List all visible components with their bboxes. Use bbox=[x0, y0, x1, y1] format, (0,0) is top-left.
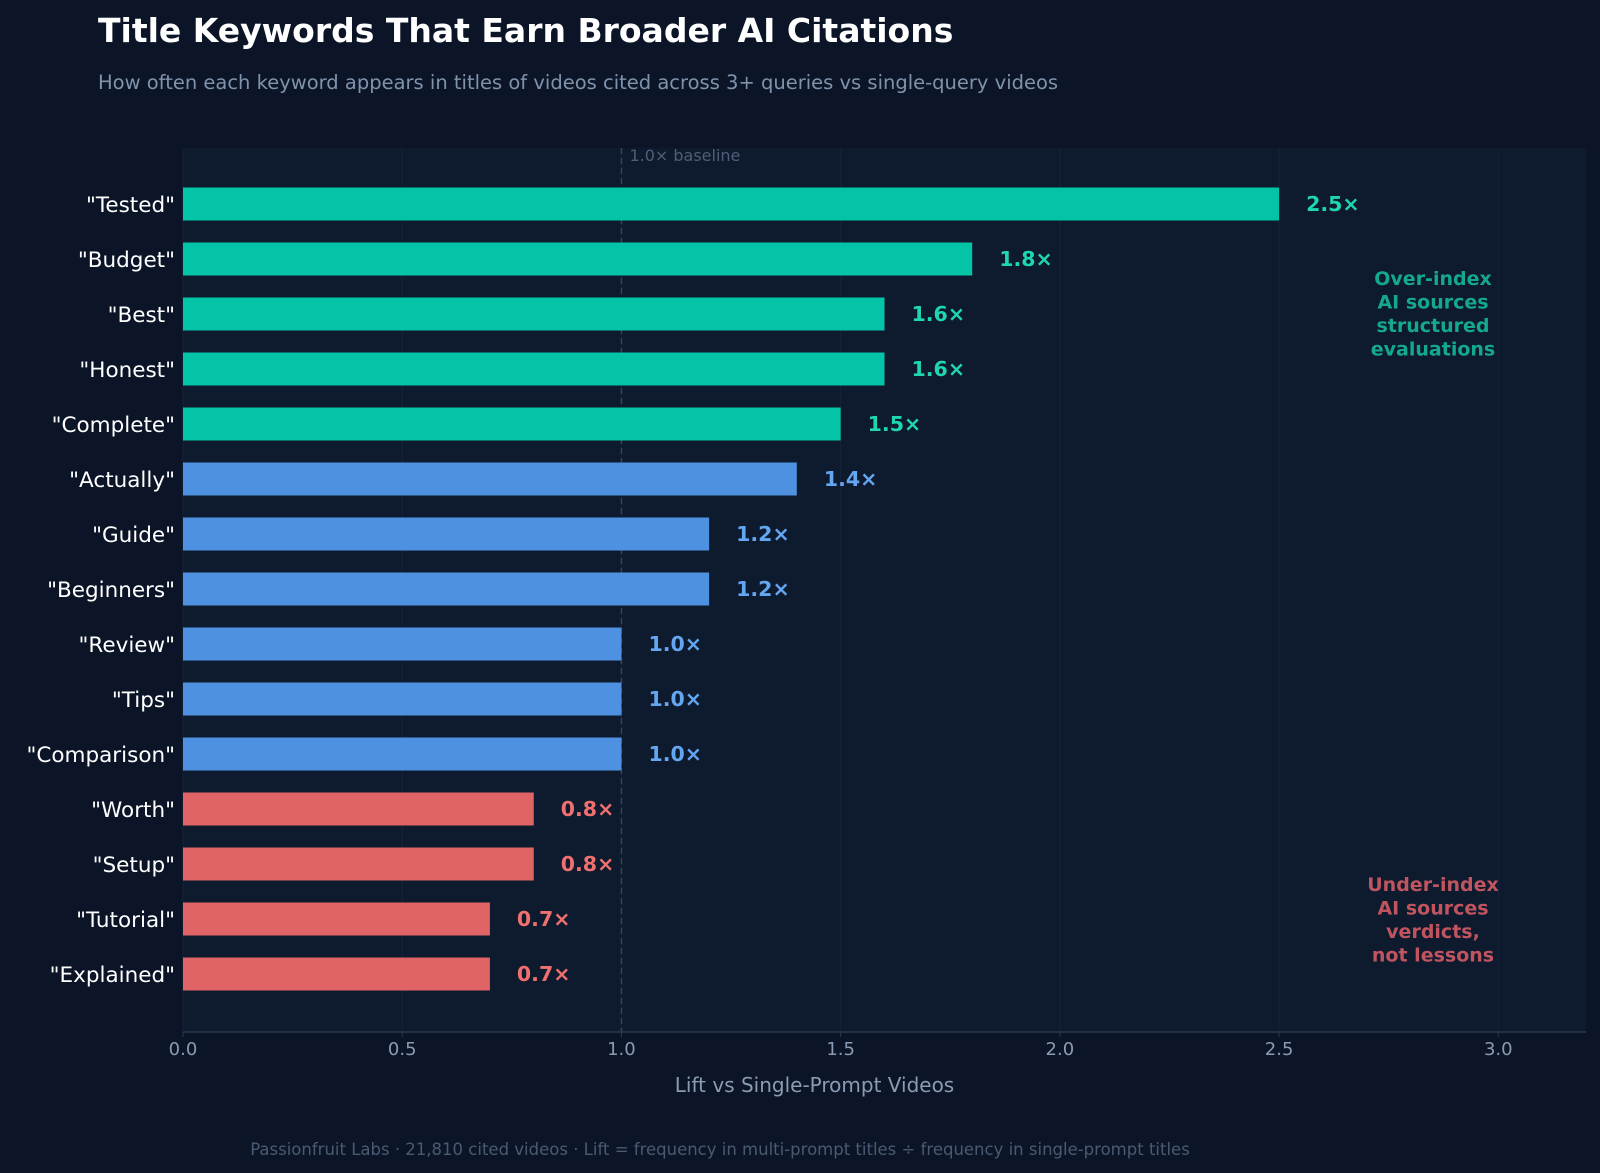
category-label-1: "Budget" bbox=[78, 248, 175, 273]
x-axis-title: Lift vs Single-Prompt Videos bbox=[675, 1073, 954, 1097]
x-tick-label-0: 0.0 bbox=[169, 1039, 198, 1060]
annotation-over-line-2: structured bbox=[1376, 315, 1489, 337]
bar-1 bbox=[183, 242, 973, 276]
value-label-6: 1.2× bbox=[736, 522, 790, 546]
bars bbox=[183, 187, 1280, 991]
category-label-3: "Honest" bbox=[79, 358, 175, 383]
annotation-over: Over-index AI sources structured evaluation… bbox=[1371, 268, 1495, 361]
value-label-5: 1.4× bbox=[824, 467, 878, 491]
value-label-1: 1.8× bbox=[999, 247, 1053, 271]
chart-subtitle: How often each keyword appears in titles… bbox=[98, 71, 1058, 94]
chart-title: Title Keywords That Earn Broader AI Cita… bbox=[98, 11, 953, 50]
bar-0 bbox=[183, 187, 1280, 221]
category-label-5: "Actually" bbox=[69, 468, 175, 493]
x-tick-label-1: 0.5 bbox=[388, 1039, 417, 1060]
value-label-10: 1.0× bbox=[648, 742, 702, 766]
category-label-6: "Guide" bbox=[92, 523, 175, 548]
bar-7 bbox=[183, 572, 710, 606]
annotation-over-line-0: Over-index bbox=[1374, 268, 1491, 290]
footer-note: Passionfruit Labs · 21,810 cited videos … bbox=[250, 1140, 1190, 1159]
x-tick-label-2: 1.0 bbox=[607, 1039, 636, 1060]
bar-11 bbox=[183, 792, 534, 826]
value-label-4: 1.5× bbox=[868, 412, 922, 436]
bar-12 bbox=[183, 847, 534, 881]
annotation-under: Under-index AI sources verdicts, not lesson… bbox=[1367, 874, 1498, 967]
category-label-10: "Comparison" bbox=[26, 743, 175, 768]
bar-3 bbox=[183, 352, 885, 386]
bar-8 bbox=[183, 627, 622, 661]
category-label-14: "Explained" bbox=[50, 963, 175, 988]
x-tick-label-4: 2.0 bbox=[1046, 1039, 1075, 1060]
value-label-8: 1.0× bbox=[648, 632, 702, 656]
category-label-9: "Tips" bbox=[112, 688, 175, 713]
annotations: Over-index AI sources structured evaluation… bbox=[1367, 268, 1498, 967]
value-label-9: 1.0× bbox=[648, 687, 702, 711]
annotation-under-line-0: Under-index bbox=[1367, 874, 1498, 896]
annotation-over-line-1: AI sources bbox=[1377, 292, 1488, 314]
category-label-11: "Worth" bbox=[91, 798, 175, 823]
bar-9 bbox=[183, 682, 622, 716]
value-label-12: 0.8× bbox=[561, 852, 615, 876]
annotation-under-line-3: not lessons bbox=[1372, 945, 1494, 967]
x-tick-label-5: 2.5 bbox=[1265, 1039, 1294, 1060]
value-labels: 2.5× 1.8× 1.6× 1.6× 1.5× 1.4× 1.2× 1.2× 1.0× 1.0×… bbox=[517, 192, 1360, 986]
annotation-under-line-2: verdicts, bbox=[1386, 921, 1480, 943]
bar-4 bbox=[183, 407, 841, 441]
bar-5 bbox=[183, 462, 797, 496]
bar-6 bbox=[183, 517, 710, 551]
value-label-3: 1.6× bbox=[912, 357, 966, 381]
value-label-0: 2.5× bbox=[1306, 192, 1360, 216]
x-tick-label-6: 3.0 bbox=[1484, 1039, 1513, 1060]
category-label-0: "Tested" bbox=[86, 193, 175, 218]
category-labels: "Tested" "Budget" "Best" "Honest" "Complete"… bbox=[26, 193, 175, 988]
bar-14 bbox=[183, 957, 490, 991]
annotation-over-line-3: evaluations bbox=[1371, 339, 1495, 361]
value-label-7: 1.2× bbox=[736, 577, 790, 601]
category-label-8: "Review" bbox=[79, 633, 176, 658]
x-tick-label-3: 1.5 bbox=[826, 1039, 855, 1060]
value-label-2: 1.6× bbox=[912, 302, 966, 326]
annotation-under-line-1: AI sources bbox=[1377, 898, 1488, 920]
category-label-7: "Beginners" bbox=[47, 578, 175, 603]
baseline-label: 1.0× baseline bbox=[629, 146, 740, 165]
value-label-11: 0.8× bbox=[561, 797, 615, 821]
value-label-13: 0.7× bbox=[517, 907, 571, 931]
bar-2 bbox=[183, 297, 885, 331]
bar-13 bbox=[183, 902, 490, 936]
category-label-13: "Tutorial" bbox=[76, 908, 175, 933]
bar-10 bbox=[183, 737, 622, 771]
category-label-12: "Setup" bbox=[93, 853, 175, 878]
category-label-2: "Best" bbox=[108, 303, 175, 328]
x-axis-ticks: 0.0 0.5 1.0 1.5 2.0 2.5 3.0 bbox=[169, 1032, 1513, 1060]
category-label-4: "Complete" bbox=[52, 413, 175, 438]
value-label-14: 0.7× bbox=[517, 962, 571, 986]
